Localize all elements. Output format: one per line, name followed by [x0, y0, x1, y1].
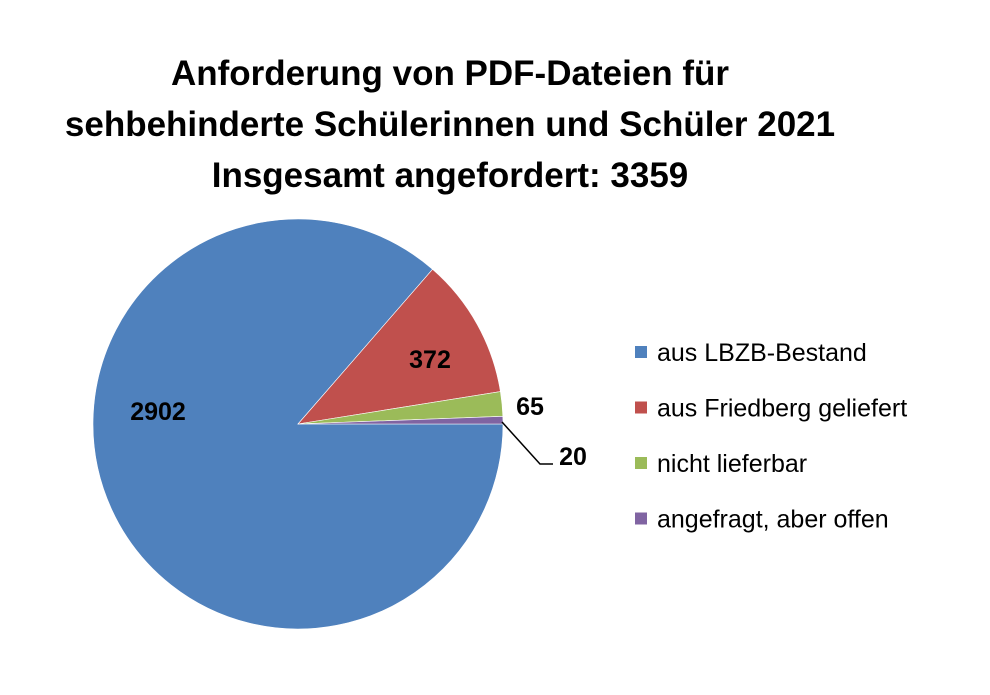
- leader-line: [501, 421, 553, 465]
- legend-label-aus-friedberg-geliefert: aus Friedberg geliefert: [657, 395, 907, 423]
- data-label-aus-friedberg-geliefert: 372: [409, 346, 451, 374]
- data-label-angefragt-aber-offen: 20: [559, 443, 587, 471]
- legend-swatch-nicht-lieferbar: [635, 457, 647, 469]
- pie-slice-aus-friedberg-geliefert: [297, 268, 501, 425]
- data-label-aus-lbzb-bestand: 2902: [130, 398, 186, 426]
- chart-title-line-1: Anforderung von PDF-Dateien für: [170, 54, 730, 93]
- legend-swatch-aus-friedberg-geliefert: [635, 401, 647, 414]
- chart-title-line-2: sehbehinderte Schülerinnen und Schüler 2…: [64, 105, 836, 144]
- legend-swatch-aus-lbzb-bestand: [635, 346, 647, 358]
- chart-title-line-3: Insgesamt angefordert: 3359: [211, 156, 689, 195]
- data-label-nicht-lieferbar: 65: [516, 393, 544, 421]
- legend-label-nicht-lieferbar: nicht lieferbar: [657, 450, 807, 478]
- legend-label-aus-lbzb-bestand: aus LBZB-Bestand: [657, 339, 867, 367]
- legend-swatch-angefragt-aber-offen: [635, 512, 647, 525]
- legend-label-angefragt-aber-offen: angefragt, aber offen: [657, 506, 889, 534]
